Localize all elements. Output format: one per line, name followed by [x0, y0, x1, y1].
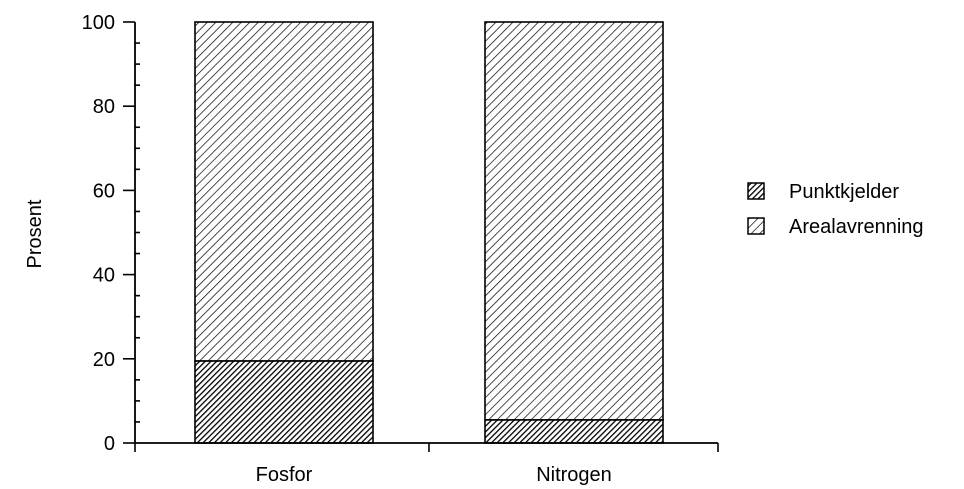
- y-tick-label: 60: [93, 180, 115, 202]
- legend: Punktkjelder Arealavrenning: [747, 181, 924, 238]
- bar-nitrogen-arealavrenning: [484, 21, 664, 421]
- bars-group: [194, 21, 664, 444]
- bar-fosfor-arealavrenning: [194, 21, 374, 362]
- legend-label-arealavrenning: Arealavrenning: [789, 216, 924, 238]
- x-category-label: Nitrogen: [536, 464, 612, 486]
- y-axis-label: Prosent: [24, 199, 46, 268]
- y-tick-labels: 0 20 40 60 80 100: [82, 12, 115, 455]
- y-tick-label: 20: [93, 349, 115, 371]
- category-labels: Fosfor Nitrogen: [256, 464, 612, 486]
- y-tick-label: 0: [104, 433, 115, 455]
- legend-swatch-arealavrenning: [747, 217, 765, 235]
- bar-fosfor-punktkjelder: [194, 360, 374, 444]
- y-tick-label: 80: [93, 96, 115, 118]
- axes-group: [123, 21, 719, 452]
- x-category-label: Fosfor: [256, 464, 313, 486]
- bar-nitrogen-punktkjelder: [484, 419, 664, 444]
- y-tick-label: 100: [82, 12, 115, 34]
- y-tick-label: 40: [93, 265, 115, 287]
- legend-swatch-punktkjelder: [747, 182, 765, 200]
- legend-label-punktkjelder: Punktkjelder: [789, 181, 899, 203]
